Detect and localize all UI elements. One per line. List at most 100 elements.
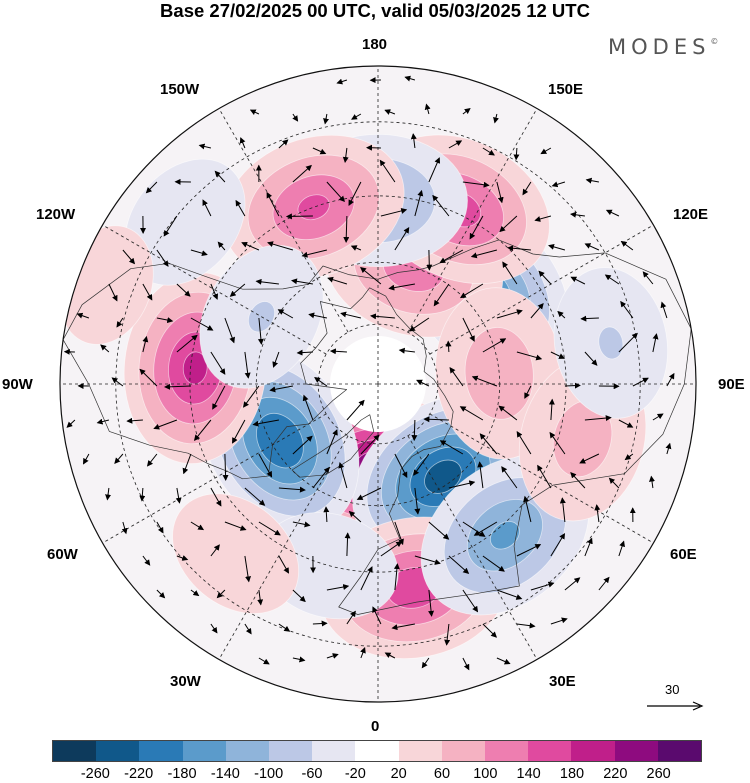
- coastlines: [62, 239, 692, 615]
- wind-vector: [249, 109, 260, 115]
- wind-vector: [105, 487, 112, 501]
- wind-vector: [394, 227, 410, 251]
- wind-vector: [594, 504, 601, 523]
- wind-vector: [618, 419, 634, 428]
- wind-vector: [384, 652, 396, 659]
- wind-vector: [278, 555, 289, 574]
- wind-vector: [190, 589, 200, 597]
- wind-vector: [156, 317, 174, 323]
- wind-vector: [244, 623, 252, 635]
- wind-vector: [642, 271, 654, 285]
- wind-vector: [499, 215, 518, 233]
- wind-vector: [326, 584, 350, 591]
- wind-vector: [428, 589, 435, 617]
- wind-vector: [258, 521, 281, 536]
- wind-vector: [232, 419, 246, 444]
- lon-label-60w: 60W: [47, 546, 78, 563]
- wind-vector: [356, 487, 382, 500]
- wind-vector: [193, 419, 212, 441]
- wind-vector: [548, 243, 566, 251]
- wind-vector: [210, 623, 218, 634]
- wind-vector: [214, 170, 226, 183]
- wind-vector: [243, 385, 260, 408]
- wind-vector: [360, 646, 366, 659]
- wind-vector: [153, 419, 178, 430]
- wind-vector: [557, 310, 566, 319]
- colorbar-segment: [657, 741, 702, 761]
- colorbar-tick-label: 60: [433, 766, 451, 782]
- anomaly-contour: [182, 351, 208, 385]
- wind-vector: [323, 506, 330, 523]
- wind-vector: [139, 487, 146, 502]
- wind-vector: [292, 521, 311, 528]
- wind-vector: [266, 191, 280, 217]
- wind-vector: [156, 589, 166, 599]
- wind-vector: [496, 589, 523, 600]
- wind-vector: [445, 340, 452, 353]
- wind-vector: [292, 589, 306, 603]
- wind-vector: [652, 413, 664, 421]
- wind-vector: [516, 622, 536, 629]
- wind-vector: [496, 309, 523, 319]
- wind-vector: [550, 351, 566, 359]
- wind-vector: [534, 215, 552, 222]
- wind-vector: [428, 521, 450, 540]
- wind-vector: [346, 399, 365, 421]
- wind-vector: [292, 113, 299, 122]
- wind-vector: [618, 540, 625, 557]
- anomaly-contour: [598, 326, 624, 360]
- wind-vector: [351, 113, 362, 120]
- wind-vector: [182, 453, 192, 475]
- wind-vector: [346, 610, 356, 625]
- wind-vector: [559, 497, 566, 523]
- lon-label-120w: 120W: [36, 206, 76, 223]
- wind-vector: [394, 521, 404, 546]
- anomaly-contour: [464, 327, 534, 420]
- wind-vector: [277, 309, 294, 319]
- colorbar-tick-label: 140: [516, 766, 541, 782]
- wind-vector: [66, 419, 76, 428]
- wind-vector: [660, 301, 668, 319]
- wind-vector: [462, 657, 470, 671]
- wind-vector: [142, 555, 151, 566]
- lon-label-180: 180: [362, 36, 388, 53]
- wind-vector: [530, 581, 555, 591]
- wind-vector: [608, 477, 620, 489]
- lon-label-150e: 150E: [548, 81, 584, 98]
- wind-vector: [493, 113, 499, 124]
- wind-vector: [523, 495, 532, 523]
- wind-vector: [210, 544, 220, 557]
- wind-vector: [414, 555, 441, 565]
- lon-label-90w: 90W: [2, 376, 33, 393]
- wind-vector: [314, 377, 328, 387]
- wind-vector: [292, 435, 313, 455]
- wind-vector: [292, 164, 312, 183]
- wind-vector: [360, 566, 373, 591]
- wind-vector: [393, 563, 400, 591]
- wind-vector: [229, 283, 246, 297]
- wind-vector: [388, 283, 415, 291]
- modes-logo: MODES©: [608, 35, 718, 59]
- wind-vector: [482, 338, 507, 353]
- latitude-circle: [317, 323, 439, 445]
- wind-vector: [432, 194, 450, 217]
- wind-vector: [462, 181, 490, 188]
- wind-vector: [348, 181, 362, 206]
- wind-vector: [414, 189, 424, 217]
- wind-vector: [530, 303, 544, 319]
- wind-vector: [462, 107, 471, 115]
- wind-vector: [326, 653, 339, 659]
- wind-vector: [301, 249, 328, 258]
- graticule: [60, 66, 696, 702]
- wind-vector: [176, 283, 191, 297]
- wind-vector: [96, 418, 110, 425]
- anomaly-contour: [424, 459, 462, 494]
- map-boundary: [59, 65, 697, 703]
- wind-vector: [448, 480, 476, 489]
- lon-label-60e: 60E: [670, 546, 697, 563]
- wind-vector: [360, 266, 382, 285]
- lon-label-150w: 150W: [160, 81, 200, 98]
- colorbar-segment: [96, 741, 140, 761]
- wind-vector: [338, 462, 348, 489]
